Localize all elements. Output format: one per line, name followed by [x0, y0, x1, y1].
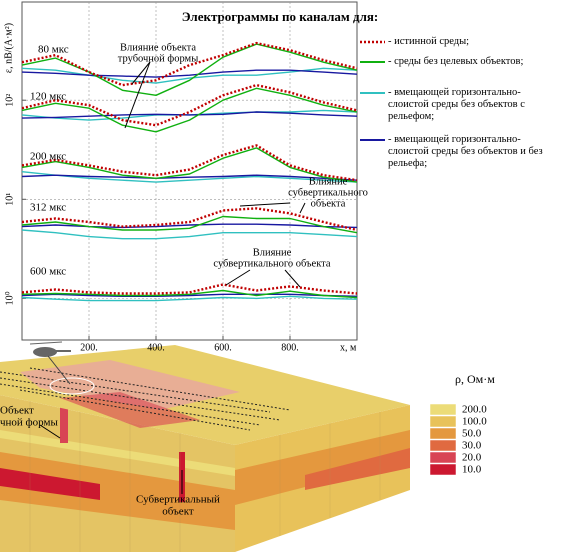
colorbar-label: 30.0	[462, 440, 482, 452]
annotation: Влияние	[253, 247, 292, 258]
legend-entry: - вмещающей горизонтально-слоистой среды…	[388, 87, 556, 123]
colorbar-label: 10.0	[462, 464, 482, 476]
annotation: объекта	[311, 198, 346, 209]
annotation: Влияние	[309, 176, 348, 187]
colorbar-label: 200.0	[462, 404, 487, 416]
annotation: трубочной формы	[118, 53, 199, 64]
model-label: Объект	[0, 405, 34, 417]
x-tick-label: 600.	[214, 342, 232, 353]
legend-entry: - вмещающей горизонтально-слоистой среды…	[388, 134, 556, 170]
channel-label: 80 мкс	[38, 44, 69, 56]
figure: Электрограммы по каналам для: x, м ε, nВ…	[0, 0, 576, 552]
channel-label: 120 мкс	[30, 91, 66, 103]
series-line	[22, 291, 357, 298]
series-line	[22, 285, 357, 294]
y-tick-label: 10⁰	[4, 291, 15, 305]
annotation-arrow	[240, 203, 290, 206]
page: Электрограммы по каналам для: x, м ε, nВ…	[0, 0, 576, 552]
series-line	[22, 112, 357, 118]
x-tick-label: 800.	[281, 342, 299, 353]
legend-entry: - истинной среды;	[388, 36, 574, 48]
series-line	[22, 88, 357, 132]
colorbar-swatch	[430, 464, 456, 475]
annotation: субвертикального	[288, 187, 368, 198]
colorbar-label: 100.0	[462, 416, 487, 428]
colorbar-swatch	[430, 428, 456, 439]
legend-entry: - среды без целевых объектов;	[388, 56, 574, 68]
channel-label: 200 мкс	[30, 151, 66, 163]
annotation-arrow	[300, 203, 305, 213]
annotation-arrow	[125, 62, 150, 128]
x-axis-label: x, м	[340, 342, 357, 353]
annotation: Влияние объекта	[120, 42, 196, 53]
colorbar-swatch	[430, 416, 456, 427]
series-line	[22, 70, 357, 77]
colorbar-swatch	[430, 452, 456, 463]
colorbar-swatch	[430, 404, 456, 415]
block-model	[0, 342, 410, 552]
colorbar-swatch	[430, 440, 456, 451]
colorbar-label: 50.0	[462, 428, 482, 440]
x-tick-label: 400.	[147, 342, 165, 353]
annotation-arrow	[285, 270, 300, 287]
colorbar-label: 20.0	[462, 452, 482, 464]
annotation: субвертикального объекта	[213, 258, 330, 269]
annotation-arrow	[226, 270, 250, 285]
y-axis-label: ε, nВ/(А·м²)	[3, 23, 14, 73]
series-line	[22, 230, 357, 239]
model-label: объект	[162, 506, 194, 518]
channel-label: 312 мкс	[30, 202, 66, 214]
series-line	[22, 208, 357, 230]
model-label: Субвертикальный	[136, 494, 220, 506]
y-tick-label: 10²	[4, 94, 15, 107]
chart-title: Электрограммы по каналам для:	[182, 9, 379, 24]
model-label: чной формы	[0, 417, 58, 429]
channel-label: 600 мкс	[30, 266, 66, 278]
series-line	[22, 145, 357, 180]
x-tick-label: 200.	[80, 342, 98, 353]
y-tick-label: 10¹	[4, 193, 15, 206]
colorbar-title: ρ, Ом·м	[455, 372, 495, 386]
